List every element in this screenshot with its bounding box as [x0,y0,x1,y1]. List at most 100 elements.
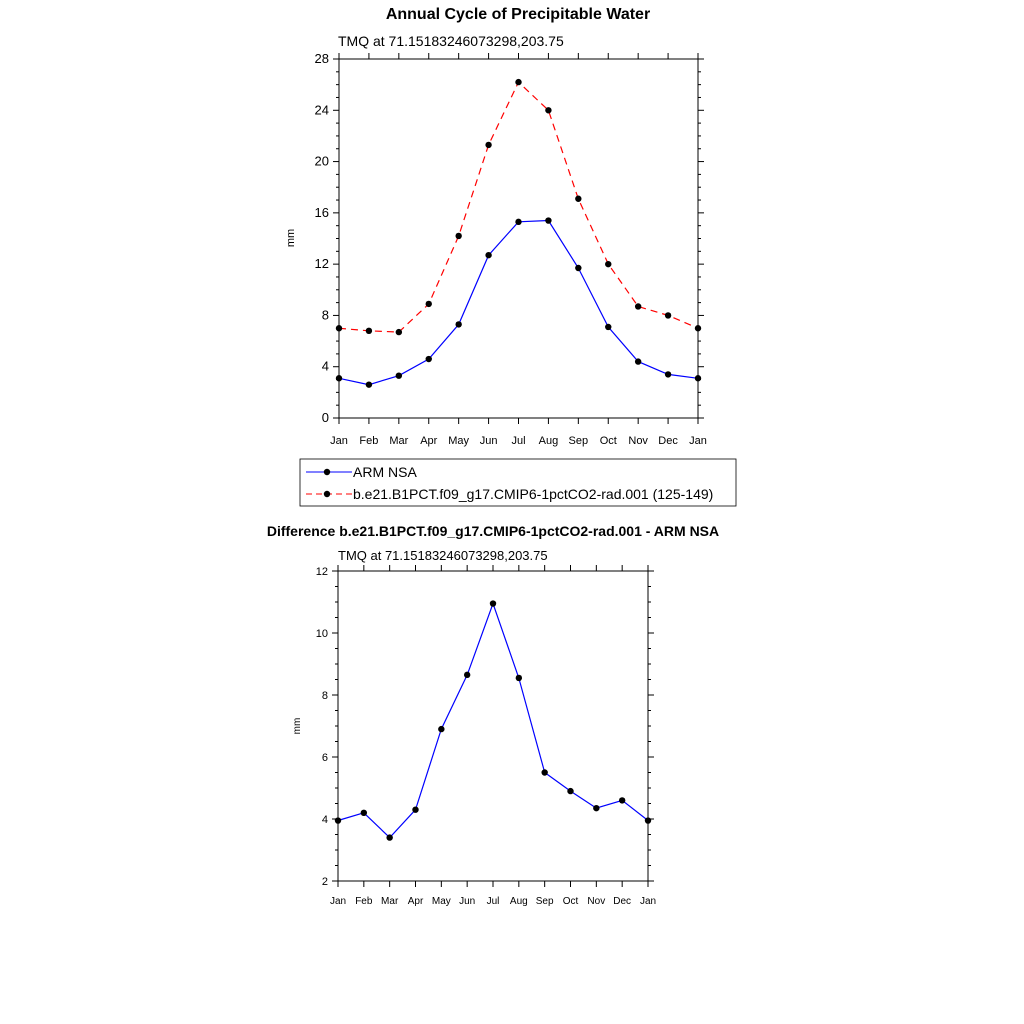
panel-2-ytick-label: 6 [322,752,328,764]
panel-1-series-0-point [335,375,343,382]
panel-2-series-0-point [438,725,445,733]
panel-2-series-0-point [463,671,471,679]
panel-2-series-0-point [567,787,574,795]
panel-2-xtick-label: Jan [640,896,656,907]
panel-1-series-0-point [605,323,612,331]
panel-2-series-0-point [489,600,497,607]
panel-2-series-0-point [412,806,419,813]
panel-2-xtick-label: Oct [563,896,579,907]
panel-1-series-0-point [515,218,522,226]
panel-1-series-0-point [664,371,672,378]
panel-1-ytick-label: 0 [322,410,329,425]
panel-2-xtick-label: Apr [408,896,424,907]
panel-1-xtick-label: Jan [689,435,707,447]
panel-1-subtitle: TMQ at 71.15183246073298,203.75 [338,33,564,49]
panel-1-series-1-point [425,300,432,308]
panel-1: Annual Cycle of Precipitable Water TMQ a… [285,6,737,507]
legend-frame [299,458,737,507]
panel-1-series-0-point [694,375,702,382]
panel-2-ytick-label: 4 [322,814,328,826]
panel-2-series-0-point [386,834,393,841]
panel-2-series-0-point [541,769,548,776]
panel-2-xtick-label: Mar [381,896,399,907]
panel-1-ylabel: mm [285,229,297,247]
panel-1-ytick-label: 12 [315,256,329,271]
panel-2-series [334,600,652,841]
legend-marker-arm-nsa [323,468,331,476]
legend-marker-model [323,490,331,498]
panel-1-ytick-label: 28 [315,51,329,66]
panel-2-plot-frame [337,570,649,882]
panel-1-series-1-point [545,107,552,114]
panel-2-series-line-0 [337,601,649,839]
panel-2-subtitle: TMQ at 71.15183246073298,203.75 [338,548,548,563]
panel-2-ytick-label: 8 [322,690,328,702]
legend-label-arm-nsa: ARM NSA [353,464,417,480]
panel-1-xtick-label: Jan [330,435,348,447]
panel-1-xtick-label: Feb [359,435,378,447]
panel-1-series-1-point [694,325,702,332]
panel-2-axes: Jan Feb Mar Apr May Jun Jul Aug Sep Oct Nov Dec Jan2… [316,565,656,907]
panel-2-ylabel: mm [292,718,303,735]
panel-1-series-1-point [605,260,612,268]
panel-1-xtick-label: Nov [628,435,648,447]
panel-1-series-1-point [575,195,582,202]
panel-1-series-0-point [575,264,582,272]
panel-1-series-0-point [634,358,642,365]
panel-1-xtick-label: Mar [389,435,408,447]
panel-2-title: Difference b.e21.B1PCT.f09_g17.CMIP6-1pc… [267,523,719,539]
panel-1-xtick-label: Dec [658,435,678,447]
panel-2-series-0-point [593,804,600,812]
panel-1-series-0-point [365,381,373,388]
panel-1-ytick-label: 8 [322,307,329,322]
panel-1-series [335,78,702,388]
panel-1-ytick-label: 24 [315,102,329,117]
legend-label-model: b.e21.B1PCT.f09_g17.CMIP6-1pctCO2-rad.00… [353,486,713,502]
panel-1-xtick-label: May [448,435,469,447]
panel-1-xtick-label: Sep [569,435,589,447]
panel-1-series-0-point [455,321,462,328]
panel-1-series-0-point [545,217,552,224]
panel-1-xtick-label: Jul [511,435,525,447]
panel-1-series-1-point [515,78,522,86]
panel-1-series-0-point [485,251,492,259]
panel-1-series-1-point [335,325,343,332]
panel-2-xtick-label: Jul [487,896,500,907]
panel-1-series-1-point [365,327,373,335]
panel-2-xtick-label: May [432,896,451,907]
panel-2-ytick-label: 10 [316,628,328,640]
panel-1-ytick-label: 20 [315,154,329,169]
panel-1-series-1-point [455,232,462,240]
panel-1-xtick-label: Aug [539,435,559,447]
panel-2-xtick-label: Dec [613,896,631,907]
panel-1-series-1-point [664,312,672,319]
panel-2-ytick-label: 12 [316,566,328,578]
panel-2-xtick-label: Feb [355,896,373,907]
panel-2-series-0-point [360,809,368,816]
panel-2-series-0-point [334,817,342,824]
panel-2-xtick-label: Jan [330,896,346,907]
panel-1-series-line-1 [338,81,699,333]
panel-2-series-0-point [515,674,523,682]
panel-1-series-1-point [634,303,642,310]
panel-1-series-line-0 [338,219,699,386]
panel-1-axes: Jan Feb Mar Apr May Jun Jul Aug Sep Oct Nov Dec Jan0… [315,51,707,447]
panel-2: Difference b.e21.B1PCT.f09_g17.CMIP6-1pc… [267,523,719,907]
panel-1-series-1-point [485,141,492,149]
panel-2-xtick-label: Jun [459,896,475,907]
panel-1-series-0-point [425,355,432,363]
panel-1-ytick-label: 16 [315,205,329,220]
panel-1-xtick-label: Apr [420,435,437,447]
panel-1-xtick-label: Oct [600,435,617,447]
panel-1-xtick-label: Jun [480,435,498,447]
panel-2-xtick-label: Aug [510,896,528,907]
panel-2-series-0-point [618,797,626,804]
panel-2-xtick-label: Nov [587,896,605,907]
panel-1-legend: ARM NSA b.e21.B1PCT.f09_g17.CMIP6-1pctCO… [299,458,737,507]
panel-2-series-0-point [644,817,652,824]
panel-2-ytick-label: 2 [322,876,328,888]
panel-1-series-0-point [395,372,403,379]
panel-2-xtick-label: Sep [536,896,554,907]
panel-1-title: Annual Cycle of Precipitable Water [386,6,650,23]
